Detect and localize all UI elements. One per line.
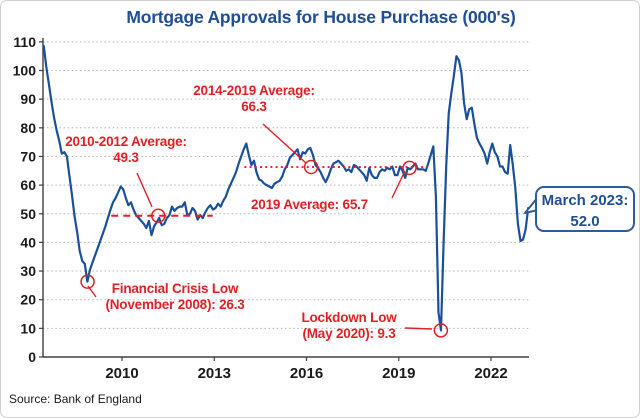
y-tick-label: 80: [20, 120, 36, 136]
annotation-value: (May 2020): 9.3: [302, 326, 396, 341]
y-tick-label: 20: [20, 292, 36, 308]
annotation-line: Financial Crisis Low: [111, 281, 239, 296]
highlight-circle: [433, 323, 449, 338]
annotation-2019-average: 2019 Average: 65.7: [251, 197, 401, 213]
y-tick-label: 60: [20, 177, 36, 193]
y-tick-label: 30: [20, 263, 36, 279]
annotation-value: (November 2008): 26.3: [105, 297, 245, 312]
y-tick-label: 40: [20, 234, 36, 250]
annotation-line: Lockdown Low: [301, 310, 397, 325]
y-tick-label: 90: [20, 91, 36, 107]
highlight-circle: [303, 159, 319, 175]
annotation-leader-line: [262, 123, 307, 164]
highlight-circle: [80, 274, 95, 289]
y-tick-label: 50: [20, 206, 36, 222]
x-tick-label: 2019: [382, 365, 415, 382]
y-tick-label: 0: [28, 349, 36, 365]
annotation-2010-2012-average: 2010-2012 Average: 49.3: [51, 134, 201, 166]
x-tick-label: 2016: [290, 365, 323, 382]
annotation-leader-line: [136, 172, 153, 208]
annotation-value: 49.3: [113, 150, 139, 165]
annotation-line: 2010-2012 Average:: [65, 134, 187, 149]
source-label: Source: Bank of England: [9, 392, 142, 406]
callout-label: March 2023:: [541, 192, 629, 209]
annotation-lockdown-low: Lockdown Low (May 2020): 9.3: [292, 310, 406, 342]
x-tick-label: 2010: [105, 365, 138, 382]
y-tick-label: 110: [13, 34, 36, 50]
callout-value: 52.0: [570, 213, 600, 230]
annotation-line: 2014-2019 Average:: [193, 83, 315, 98]
x-tick-label: 2013: [198, 365, 231, 382]
y-tick-label: 10: [20, 320, 36, 336]
highlight-circle: [151, 208, 166, 224]
annotation-line: 2019 Average: 65.7: [251, 197, 368, 212]
x-tick-label: 2022: [474, 365, 507, 382]
annotation-leader-line: [391, 172, 405, 199]
annotation-leader-line: [404, 327, 433, 330]
y-tick-label: 100: [13, 63, 37, 79]
annotation-financial-crisis-low: Financial Crisis Low (November 2008): 26…: [89, 281, 261, 313]
annotation-2014-2019-average: 2014-2019 Average: 66.3: [179, 83, 329, 115]
chart-title: Mortgage Approvals for House Purchase (0…: [126, 7, 516, 27]
march-2023-callout: March 2023: 52.0: [535, 186, 635, 232]
annotation-value: 66.3: [241, 99, 267, 114]
highlight-circle: [402, 160, 417, 176]
y-tick-label: 70: [20, 148, 36, 164]
